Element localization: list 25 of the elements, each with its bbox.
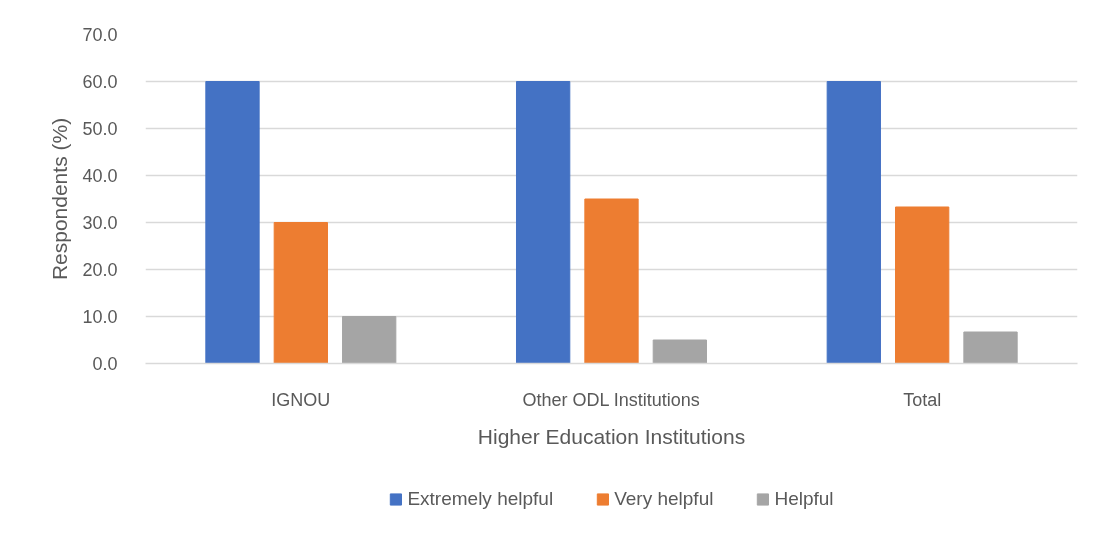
- x-tick-label: Total: [903, 389, 942, 410]
- x-tick-label: Other ODL Institutions: [522, 389, 700, 410]
- legend-label: Extremely helpful: [407, 487, 554, 510]
- bar: [895, 206, 950, 364]
- y-tick-label: 50.0: [82, 119, 118, 139]
- legend-label: Very helpful: [614, 487, 714, 510]
- y-tick-label: 60.0: [82, 72, 118, 92]
- y-axis-title: Respondents (%): [48, 117, 72, 281]
- y-tick-label: 10.0: [82, 307, 118, 327]
- x-axis-title: Higher Education Institutions: [477, 424, 746, 448]
- y-tick-label: 70.0: [82, 25, 118, 45]
- bar: [516, 81, 571, 364]
- y-tick-label: 20.0: [82, 260, 118, 280]
- bar: [963, 331, 1018, 364]
- y-tick-label: 40.0: [82, 166, 118, 186]
- legend-label: Helpful: [774, 487, 834, 510]
- y-tick-label: 30.0: [82, 213, 118, 233]
- bar: [342, 316, 397, 364]
- y-tick-label: 0.0: [92, 354, 118, 374]
- bar: [205, 81, 260, 364]
- bar: [273, 222, 328, 364]
- bar: [652, 339, 707, 364]
- bar: [584, 198, 639, 364]
- bar: [826, 81, 881, 364]
- x-tick-label: IGNOU: [271, 389, 331, 410]
